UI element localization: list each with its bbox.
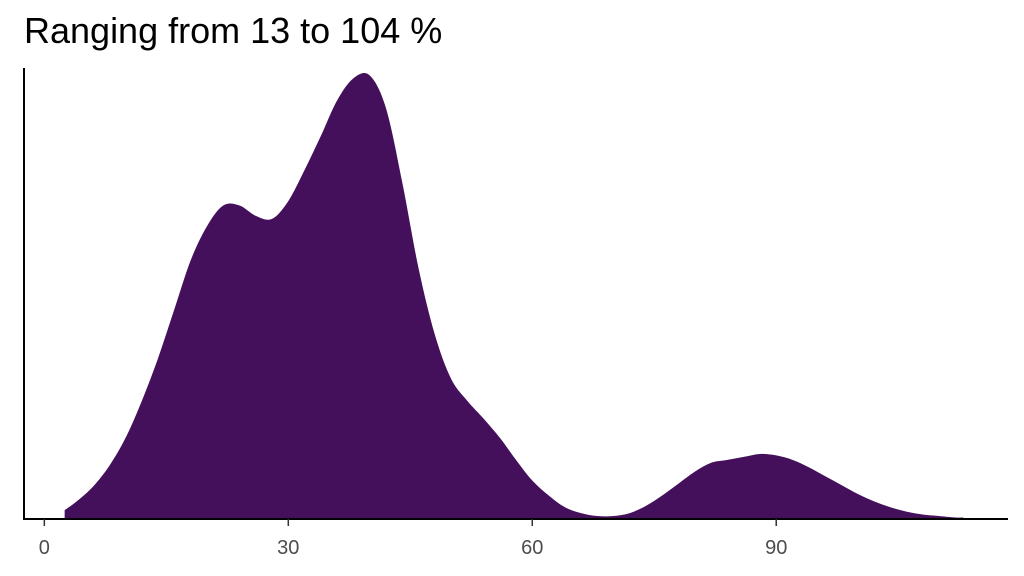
x-tick-label: 60 (521, 537, 543, 559)
x-tick-label: 0 (39, 537, 50, 559)
plot-area (64, 73, 964, 519)
x-axis-ticks: 0 30 60 90 (39, 519, 787, 559)
x-tick-label: 30 (277, 537, 299, 559)
density-area-series-0 (64, 73, 964, 519)
x-tick-label: 90 (765, 537, 787, 559)
chart-title: Ranging from 13 to 104 % (24, 10, 443, 51)
